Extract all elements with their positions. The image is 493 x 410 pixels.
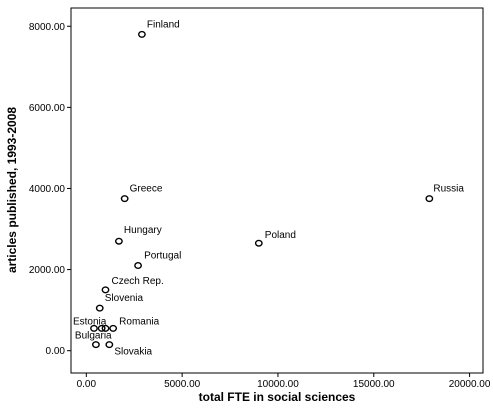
point-label: Romania <box>119 316 159 327</box>
point-label: Poland <box>265 230 296 241</box>
point-label: Estonia <box>73 316 107 327</box>
x-axis-title: total FTE in social sciences <box>199 390 356 404</box>
data-point <box>134 262 142 270</box>
y-axis-ticks: 0.00 2000.00 4000.00 6000.00 8000.00 <box>29 22 71 357</box>
data-point <box>115 237 123 245</box>
data-point <box>101 324 110 332</box>
data-point <box>105 341 114 349</box>
data-point <box>138 30 146 38</box>
data-point <box>95 304 104 312</box>
point-label: Hungary <box>124 225 162 236</box>
x-tick-label: 20000.00 <box>449 379 491 390</box>
point-label: Slovakia <box>114 347 152 358</box>
point-label: Russia <box>433 184 464 195</box>
data-point <box>101 286 110 294</box>
y-tick-label: 8000.00 <box>29 22 66 33</box>
point-label: Greece <box>130 184 163 195</box>
plot-frame <box>70 7 484 374</box>
x-tick-label: 5000.00 <box>164 379 201 390</box>
y-tick-label: 0.00 <box>46 346 66 357</box>
data-point <box>254 239 263 247</box>
y-tick-label: 2000.00 <box>29 265 66 276</box>
y-axis-title: articles published, 1993-2008 <box>5 107 19 273</box>
data-point <box>120 195 129 203</box>
y-tick-label: 4000.00 <box>29 184 66 195</box>
x-tick-label: 15000.00 <box>353 379 395 390</box>
x-tick-label: 0.00 <box>77 379 97 390</box>
x-tick-label: 10000.00 <box>257 379 299 390</box>
data-point <box>97 324 106 332</box>
data-point <box>92 341 100 349</box>
point-label: Finland <box>147 19 180 30</box>
point-label: Bulgaria <box>75 331 112 342</box>
data-point <box>90 324 98 332</box>
data-point <box>425 195 434 203</box>
data-point <box>109 324 118 332</box>
point-label: Slovenia <box>105 293 144 304</box>
data-points: Finland Greece Russia Hungary Poland Portugal… <box>73 19 464 357</box>
point-label: Czech Rep. <box>111 276 163 287</box>
x-axis-ticks: 0.00 5000.00 10000.00 15000.00 20000.00 <box>77 373 491 390</box>
point-label: Portugal <box>144 251 181 262</box>
y-tick-label: 6000.00 <box>29 103 66 114</box>
